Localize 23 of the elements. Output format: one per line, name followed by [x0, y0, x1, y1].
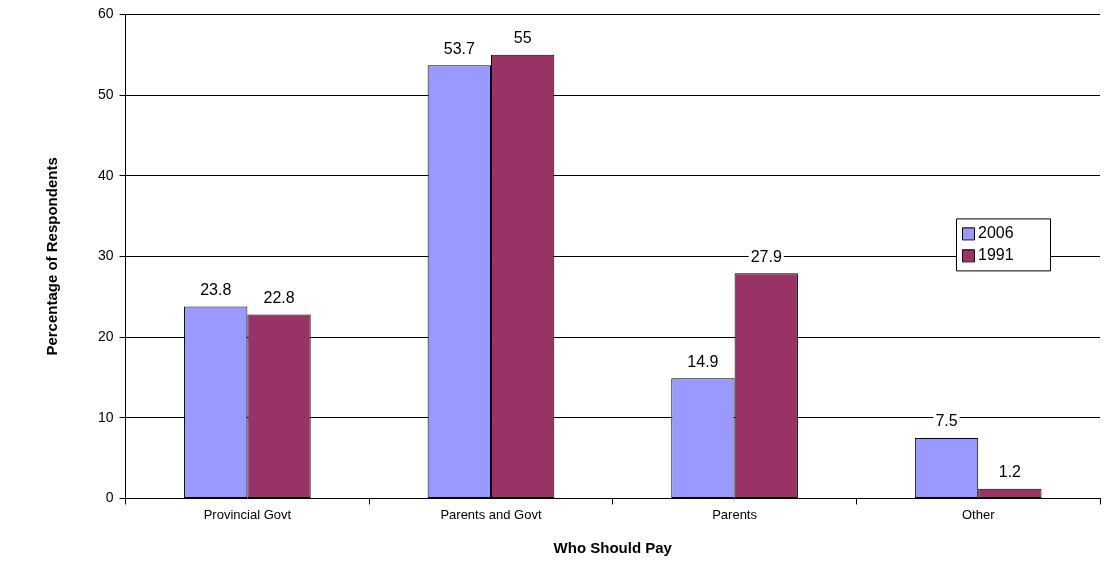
x-tick-label: Parents [712, 506, 758, 522]
y-tick-label: 50 [97, 85, 114, 102]
data-label: 55 [513, 29, 532, 47]
y-tick-label: 40 [97, 166, 114, 183]
y-tick-label: 60 [97, 5, 114, 22]
data-label: 1.2 [998, 463, 1022, 481]
data-label: 53.7 [443, 39, 475, 57]
data-label: 22.8 [263, 288, 295, 306]
data-label: 14.9 [687, 352, 719, 370]
y-tick-label: 10 [97, 408, 114, 425]
x-tick-label: Other [961, 506, 996, 522]
data-label: 27.9 [750, 247, 782, 265]
y-tick-label: 30 [97, 247, 114, 264]
data-label: 7.5 [935, 412, 958, 430]
y-tick-label: 20 [97, 327, 114, 344]
legend-label: 1991 [978, 245, 1014, 263]
y-axis-title: Percentage of Respondents [43, 157, 61, 356]
x-axis-title: Who Should Pay [553, 539, 673, 557]
data-label: 23.8 [200, 280, 232, 298]
x-tick-label: Provincial Govt [203, 506, 292, 522]
legend-label: 2006 [978, 223, 1014, 241]
x-tick-label: Parents and Govt [440, 506, 542, 522]
y-tick-label: 0 [105, 489, 114, 506]
